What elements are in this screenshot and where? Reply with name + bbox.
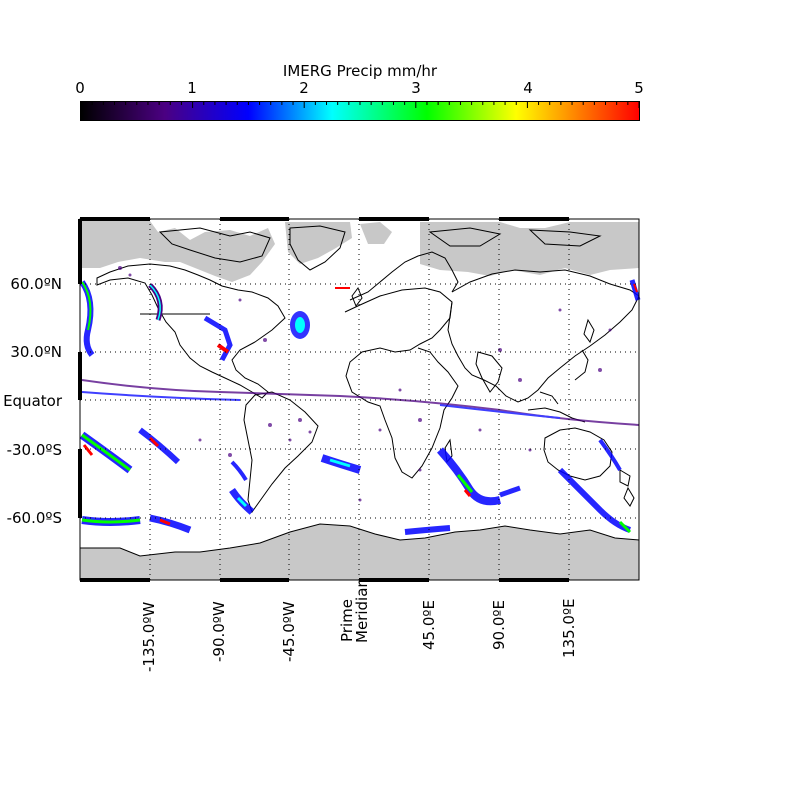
map-frame	[78, 217, 640, 582]
colorbar	[80, 101, 640, 121]
colorbar-tick-label: 3	[411, 79, 421, 97]
precip-itcz	[81, 379, 640, 426]
precipitation-features	[79, 266, 641, 535]
colorbar-tick-label: 0	[75, 79, 85, 97]
lat-label-60n: 60.0ºN	[10, 275, 62, 293]
colorbar-tick-label: 2	[299, 79, 309, 97]
colorbar-tick-label: 4	[523, 79, 533, 97]
lon-label-135e: 135.0ºE	[560, 598, 578, 659]
lon-label-45e: 45.0ºE	[420, 600, 438, 650]
lon-label-45w: -45.0ºW	[280, 601, 298, 662]
lon-label-90e: 90.0ºE	[490, 600, 508, 650]
lat-label-equator: Equator	[3, 392, 62, 410]
colorbar-minor-ticks	[81, 102, 639, 108]
missing-data-regions	[80, 221, 639, 580]
lon-label-90w: -90.0ºW	[210, 601, 228, 662]
colorbar-tick-labels: 0 1 2 3 4 5	[75, 79, 644, 97]
precip-southern-ocean	[79, 279, 641, 535]
colorbar-tick-label: 1	[187, 79, 197, 97]
gridlines	[80, 219, 639, 580]
lat-label-30s: -30.0ºS	[6, 441, 62, 459]
colorbar-title: IMERG Precip mm/hr	[282, 62, 438, 80]
precip-north-pacific	[79, 280, 163, 357]
colorbar-tick-label: 5	[634, 79, 644, 97]
lon-label-135w: -135.0ºW	[140, 601, 158, 672]
lat-label-30n: 30.0ºN	[10, 343, 62, 361]
precip-scattered	[118, 266, 612, 502]
coastlines	[80, 225, 640, 557]
lon-label-prime-meridian: Prime Meridian	[338, 578, 371, 643]
prime-meridian-text: Prime Meridian	[338, 578, 371, 643]
lat-label-60s: -60.0ºS	[6, 509, 62, 527]
